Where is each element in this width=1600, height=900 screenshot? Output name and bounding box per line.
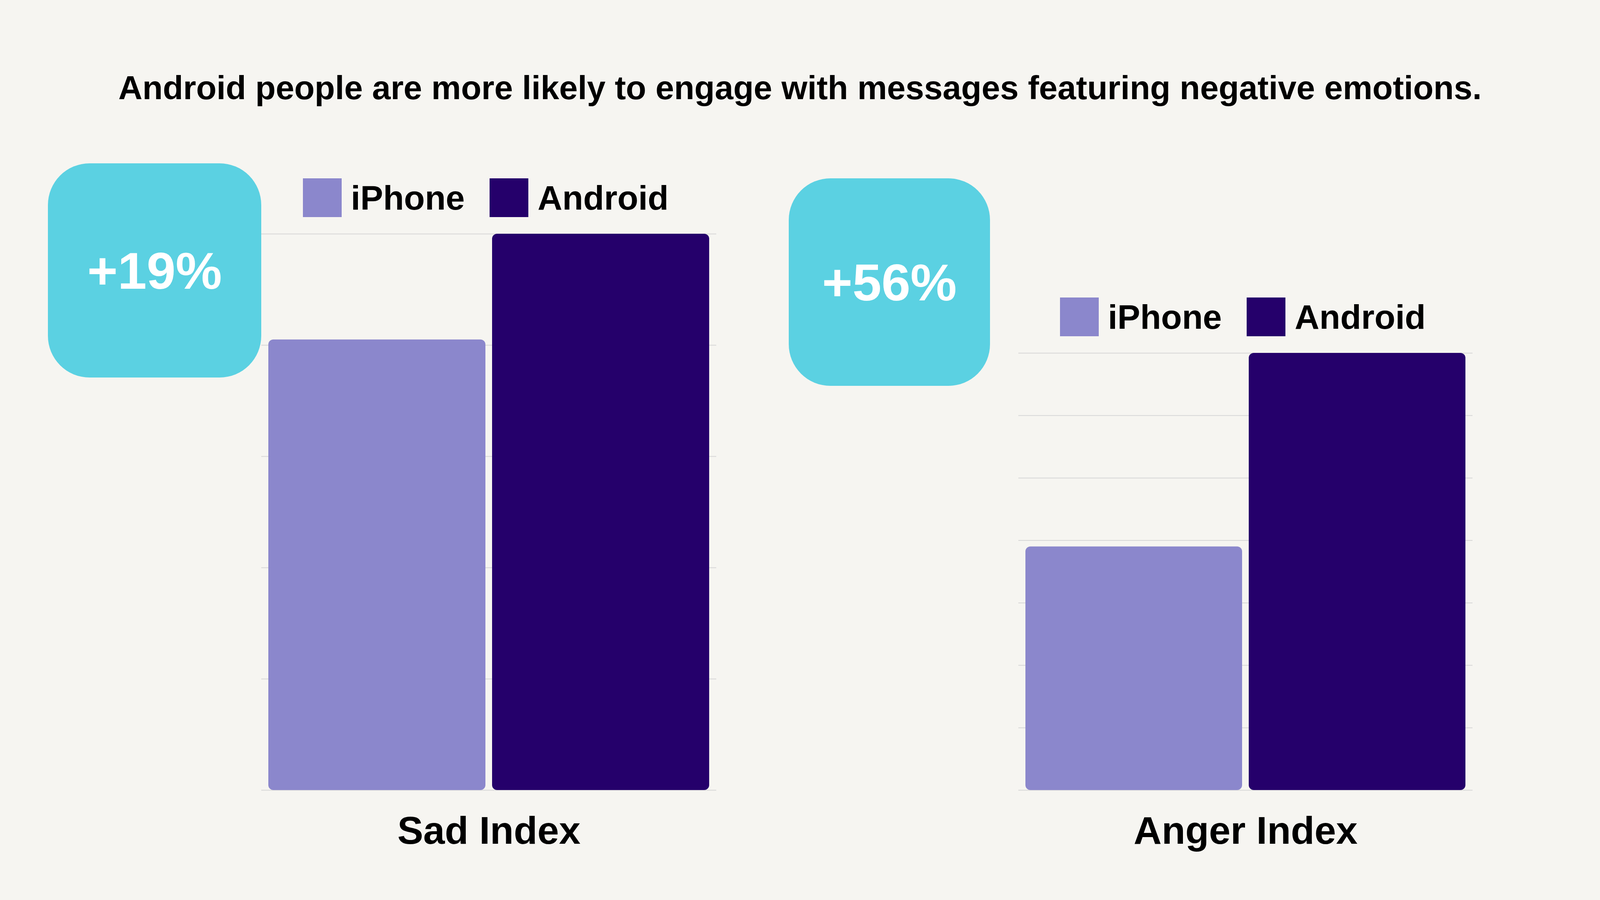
html-text:Android: Android <box>537 178 669 217</box>
html-text:iPhone: iPhone <box>1107 297 1222 336</box>
svg-text:Sad Index: Sad Index <box>397 808 581 853</box>
svg-text:Anger Index: Anger Index <box>1133 808 1358 853</box>
html-text:+56%: +56% <box>822 253 957 312</box>
html-text:+19%: +19% <box>87 241 222 300</box>
html-text:Android: Android <box>1294 297 1426 336</box>
html-text:iPhone: iPhone <box>350 178 465 217</box>
html-text:Android people are more likely: Android people are more likely to engage… <box>118 69 1482 107</box>
